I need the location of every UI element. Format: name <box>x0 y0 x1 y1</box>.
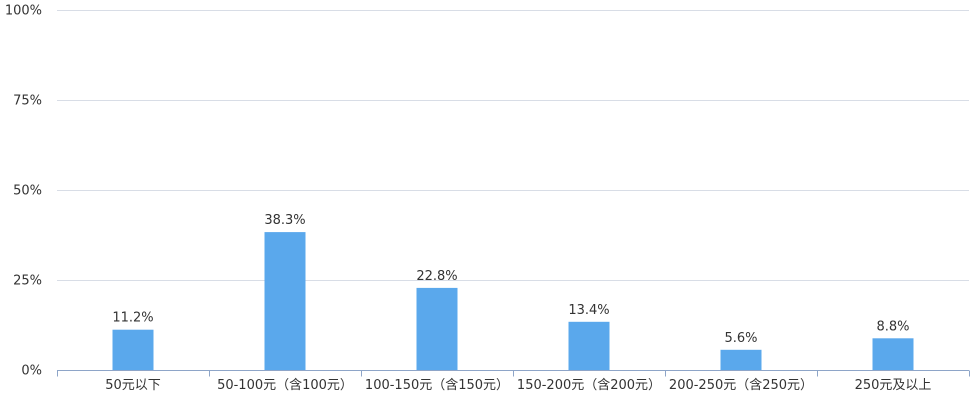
bar-value-label: 8.8% <box>876 319 909 334</box>
y-tick-label: 0% <box>21 364 42 379</box>
bar-value-label: 5.6% <box>724 331 757 346</box>
x-axis: 50元以下 50-100元（含100元） 100-150元（含150元） 150-20… <box>57 370 970 393</box>
x-category-label: 50元以下 <box>105 378 161 393</box>
bar-value-label: 13.4% <box>568 303 609 318</box>
x-category-label: 50-100元（含100元） <box>217 377 353 393</box>
bar-1 <box>264 232 306 370</box>
y-tick-labels: 0% 25% 50% 75% 100% <box>5 4 42 379</box>
x-category-label: 150-200元（含200元） <box>517 377 661 393</box>
x-category-label: 200-250元（含250元） <box>669 377 813 393</box>
y-tick-label: 100% <box>5 4 42 19</box>
bar-5 <box>872 338 914 370</box>
bar-value-label: 22.8% <box>416 269 457 284</box>
bar-value-label: 38.3% <box>264 213 305 228</box>
grid-layer <box>57 10 969 281</box>
x-category-label: 250元及以上 <box>855 378 932 393</box>
bar-2 <box>416 287 458 370</box>
y-tick-label: 25% <box>13 274 42 289</box>
bar-value-label: 11.2% <box>112 311 153 326</box>
x-category-label: 100-150元（含150元） <box>365 377 509 393</box>
y-tick-label: 75% <box>13 94 42 109</box>
bars <box>112 232 914 370</box>
bar-4 <box>720 349 762 370</box>
bar-0 <box>112 329 154 370</box>
value-labels: 11.2% 38.3% 22.8% 13.4% 5.6% 8.8% <box>112 213 909 346</box>
bar-3 <box>568 321 610 370</box>
y-tick-label: 50% <box>13 184 42 199</box>
